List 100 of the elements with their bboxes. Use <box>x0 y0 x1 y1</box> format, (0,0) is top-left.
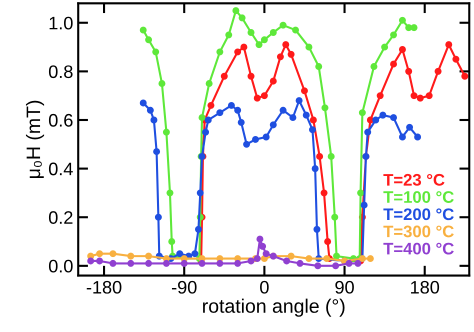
point <box>191 250 198 258</box>
point <box>270 78 277 85</box>
point <box>256 41 263 48</box>
point <box>314 262 322 270</box>
point <box>228 102 235 109</box>
point <box>248 72 254 80</box>
point <box>248 258 254 264</box>
point <box>390 31 398 38</box>
point <box>376 92 384 100</box>
point <box>372 116 380 124</box>
point <box>225 31 232 38</box>
point <box>398 16 406 24</box>
point <box>283 258 290 264</box>
point <box>262 134 270 140</box>
point <box>296 97 303 104</box>
point <box>370 63 378 70</box>
point <box>379 112 386 119</box>
point <box>238 118 245 126</box>
point <box>445 41 452 48</box>
point <box>305 255 312 262</box>
point <box>216 48 224 56</box>
x-tick-label: 0 <box>260 280 269 294</box>
point <box>145 36 152 44</box>
point <box>300 87 308 94</box>
point <box>313 226 320 233</box>
point <box>310 116 317 124</box>
point <box>276 53 284 60</box>
point <box>282 41 290 48</box>
point <box>360 202 368 209</box>
point <box>390 114 398 122</box>
point <box>145 260 152 267</box>
point <box>366 116 374 124</box>
series-label: T=300 °C <box>383 226 454 238</box>
series-label: T=23 °C <box>383 174 445 186</box>
y-axis-title: μ₀H (mT) <box>26 100 44 178</box>
y-tick-label: 0.6 <box>48 114 73 127</box>
point <box>238 14 246 22</box>
point <box>316 152 324 160</box>
point <box>270 121 277 128</box>
point <box>398 46 406 53</box>
point <box>254 94 261 102</box>
series-label: T=100 °C <box>383 191 454 203</box>
y-tick-label: 0.8 <box>48 65 73 78</box>
point <box>288 50 295 58</box>
point <box>270 29 277 36</box>
point <box>452 56 460 63</box>
point <box>243 140 250 148</box>
point <box>127 260 134 267</box>
point <box>410 24 418 32</box>
point <box>158 80 166 88</box>
point <box>220 72 228 80</box>
point <box>331 214 338 221</box>
point <box>196 189 204 196</box>
point <box>198 114 206 122</box>
point <box>216 109 224 116</box>
point <box>260 36 268 44</box>
point <box>176 250 184 258</box>
series-label: T=400 °C <box>383 242 454 255</box>
point <box>240 44 248 51</box>
point <box>332 262 340 270</box>
point <box>366 255 374 262</box>
point <box>162 128 170 136</box>
point <box>280 22 287 29</box>
point <box>198 260 206 267</box>
point <box>357 189 364 196</box>
point <box>140 100 147 106</box>
point <box>302 112 310 119</box>
point <box>248 29 254 36</box>
point <box>406 124 414 131</box>
point <box>216 260 224 267</box>
point <box>232 7 240 14</box>
y-tick-label: 1.0 <box>50 16 73 30</box>
point <box>305 44 312 51</box>
point <box>166 189 174 196</box>
point <box>204 116 212 124</box>
point <box>206 80 213 88</box>
point <box>280 106 287 114</box>
point <box>252 136 259 143</box>
point <box>153 148 160 156</box>
point <box>405 68 412 75</box>
point <box>146 106 154 114</box>
point <box>262 250 270 258</box>
point <box>426 92 433 100</box>
point <box>320 189 328 196</box>
point <box>96 258 104 264</box>
point <box>292 26 300 34</box>
point <box>333 252 340 260</box>
point <box>289 114 296 122</box>
point <box>358 109 366 116</box>
point <box>416 94 424 102</box>
point <box>364 128 372 136</box>
point <box>323 255 330 262</box>
point <box>109 260 116 267</box>
point <box>140 26 147 34</box>
point <box>234 260 242 267</box>
x-tick-label: -90 <box>172 280 197 294</box>
point <box>321 104 328 112</box>
point <box>288 252 295 260</box>
point <box>127 252 134 260</box>
point <box>309 126 316 134</box>
